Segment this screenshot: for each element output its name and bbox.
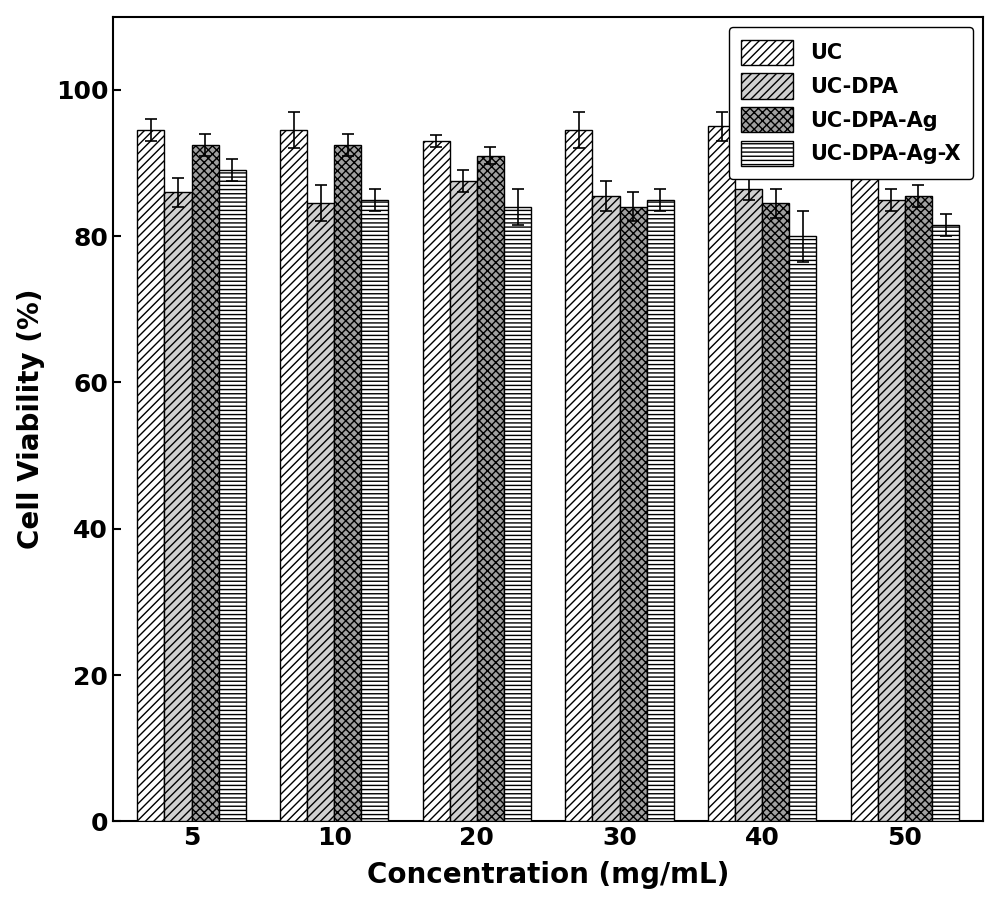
Bar (565, 130, 592, 822)
Bar (735, 188, 762, 822)
Bar (307, 203, 334, 822)
Bar (361, 199, 388, 822)
Bar (137, 130, 164, 822)
Bar (878, 199, 905, 822)
Bar (620, 207, 647, 822)
Bar (932, 226, 959, 822)
Bar (450, 181, 477, 822)
Bar (592, 196, 620, 822)
Bar (477, 156, 504, 822)
X-axis label: Concentration (mg/mL): Concentration (mg/mL) (367, 862, 729, 890)
Bar (762, 203, 789, 822)
Bar (164, 192, 192, 822)
Bar (334, 145, 361, 822)
Bar (789, 236, 816, 822)
Bar (851, 141, 878, 822)
Bar (192, 145, 219, 822)
Bar (708, 127, 735, 822)
Bar (905, 196, 932, 822)
Y-axis label: Cell Viability (%): Cell Viability (%) (17, 289, 45, 549)
Legend: UC, UC-DPA, UC-DPA-Ag, UC-DPA-Ag-X: UC, UC-DPA, UC-DPA-Ag, UC-DPA-Ag-X (729, 27, 973, 178)
Bar (504, 207, 531, 822)
Bar (280, 130, 307, 822)
Bar (647, 199, 674, 822)
Bar (423, 141, 450, 822)
Bar (219, 170, 246, 822)
